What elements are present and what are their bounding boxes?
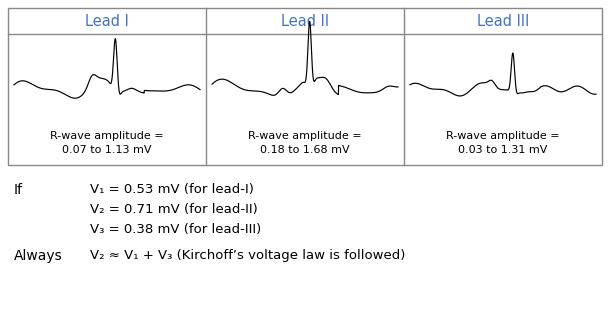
Text: V₂ ≈ V₁ + V₃ (Kirchoff’s voltage law is followed): V₂ ≈ V₁ + V₃ (Kirchoff’s voltage law is … [90, 249, 406, 262]
Text: R-wave amplitude =
0.03 to 1.31 mV: R-wave amplitude = 0.03 to 1.31 mV [446, 131, 560, 155]
Text: Lead I: Lead I [85, 13, 129, 28]
Bar [8, 8, 602, 165]
Text: Lead II: Lead II [281, 13, 329, 28]
Text: R-wave amplitude =
0.07 to 1.13 mV: R-wave amplitude = 0.07 to 1.13 mV [50, 131, 164, 155]
Text: V₃ = 0.38 mV (for lead-III): V₃ = 0.38 mV (for lead-III) [90, 223, 261, 236]
Text: R-wave amplitude =
0.18 to 1.68 mV: R-wave amplitude = 0.18 to 1.68 mV [248, 131, 362, 155]
Text: V₂ = 0.71 mV (for lead-II): V₂ = 0.71 mV (for lead-II) [90, 203, 258, 216]
Text: Always: Always [14, 249, 63, 263]
Text: Lead III: Lead III [477, 13, 529, 28]
Text: V₁ = 0.53 mV (for lead-I): V₁ = 0.53 mV (for lead-I) [90, 183, 254, 196]
Text: If: If [14, 183, 23, 197]
